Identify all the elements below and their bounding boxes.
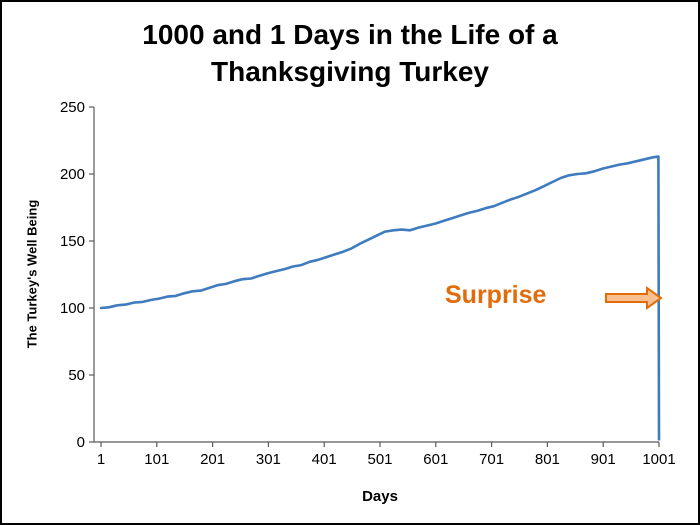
- chart-title-line2: Thanksgiving Turkey: [211, 56, 489, 87]
- y-tick-label: 150: [60, 233, 85, 250]
- x-axis-ticks: 1 101 201 301 401 501 601 701 801 901 1001: [97, 442, 676, 468]
- y-tick-label: 250: [60, 99, 85, 116]
- y-tick-label: 200: [60, 166, 85, 183]
- x-tick-label: 1001: [642, 451, 675, 468]
- x-tick-label: 801: [535, 451, 560, 468]
- x-tick-label: 1: [97, 451, 105, 468]
- x-tick-label: 401: [312, 451, 337, 468]
- y-tick-label: 50: [68, 367, 85, 384]
- x-tick-label: 601: [423, 451, 448, 468]
- x-tick-label: 501: [367, 451, 392, 468]
- x-tick-label: 701: [479, 451, 504, 468]
- x-tick-label: 101: [144, 451, 169, 468]
- x-tick-label: 201: [200, 451, 225, 468]
- surprise-arrow-icon: [605, 286, 663, 310]
- x-tick-label: 301: [256, 451, 281, 468]
- y-axis-ticks: 0 50 100 150 200 250: [60, 99, 94, 451]
- surprise-annotation: Surprise: [445, 281, 547, 309]
- x-axis-title: Days: [362, 488, 398, 505]
- y-tick-label: 0: [77, 434, 85, 451]
- chart-title: 1000 and 1 Days in the Life of a Thanksg…: [2, 16, 698, 90]
- y-tick-label: 100: [60, 300, 85, 317]
- chart-title-line1: 1000 and 1 Days in the Life of a: [142, 19, 558, 50]
- x-tick-label: 901: [591, 451, 616, 468]
- wellbeing-line-series: [99, 155, 661, 441]
